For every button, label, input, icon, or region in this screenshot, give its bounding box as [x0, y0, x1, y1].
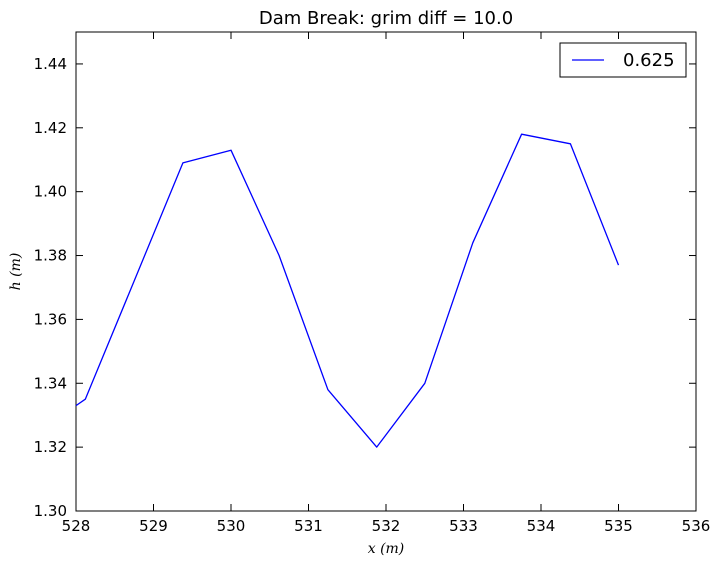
x-tick-label: 531: [294, 517, 323, 535]
y-tick-label: 1.32: [34, 438, 67, 456]
x-tick-label: 528: [62, 517, 91, 535]
x-axis-label: x (m): [368, 541, 405, 557]
x-tick-label: 534: [527, 517, 556, 535]
y-tick-label: 1.44: [34, 55, 67, 73]
y-tick-label: 1.30: [34, 502, 67, 520]
axes-frame: [75, 31, 697, 512]
legend: 0.625: [559, 42, 687, 78]
x-tick-label: 536: [682, 517, 711, 535]
x-tick-label: 532: [372, 517, 401, 535]
y-tick-label: 1.34: [34, 374, 67, 392]
chart-title: Dam Break: grim diff = 10.0: [259, 8, 513, 29]
y-tick-label: 1.42: [34, 119, 67, 137]
y-tick-label: 1.38: [34, 247, 67, 265]
y-axis-label: h (m): [8, 253, 24, 291]
x-tick-label: 533: [449, 517, 478, 535]
y-tick-label: 1.40: [34, 183, 67, 201]
series-line: [75, 133, 620, 448]
x-tick-label: 530: [217, 517, 246, 535]
y-tick-label: 1.36: [34, 310, 67, 328]
x-tick-label: 529: [139, 517, 168, 535]
plot-area: 528 529 530 531 532 533 534 535 536 1.30 1.32 1.34 1…: [34, 31, 711, 535]
legend-label: 0.625: [623, 50, 675, 71]
x-tick-label: 535: [604, 517, 633, 535]
